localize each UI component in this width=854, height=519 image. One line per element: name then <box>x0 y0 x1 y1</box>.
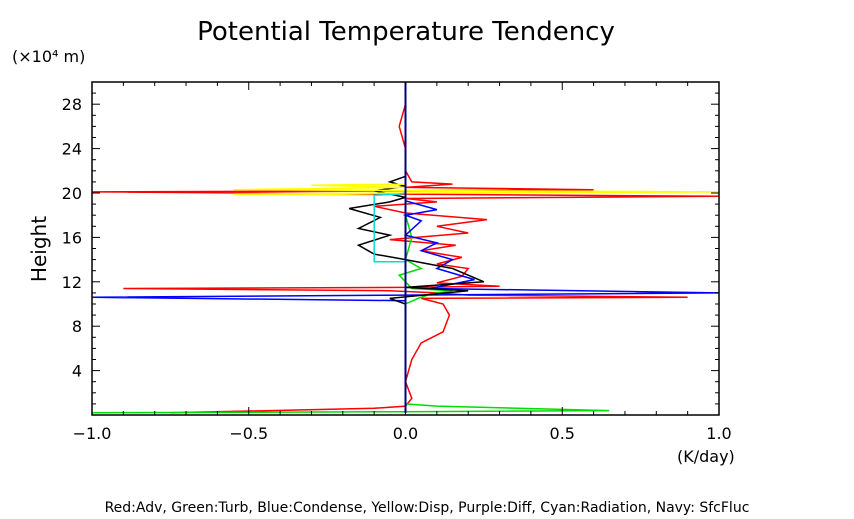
x-tick-label: 0.0 <box>393 424 418 443</box>
chart-title: Potential Temperature Tendency <box>197 17 615 47</box>
y-tick-label: 4 <box>72 362 82 381</box>
y-tick-label: 12 <box>62 273 82 292</box>
y-unit-label: (×10⁴ m) <box>12 47 85 66</box>
plot-area: −1.0 −0.5 0.0 0.5 1.0 4 8 12 16 20 24 28 <box>62 81 732 443</box>
y-tick-label: 28 <box>62 95 82 114</box>
series-line-total <box>348 82 485 413</box>
series-line-disp <box>233 82 719 196</box>
x-unit-label: (K/day) <box>677 447 735 466</box>
y-axis-label: Height <box>27 216 51 282</box>
y-tick-label: 20 <box>62 184 82 203</box>
legend-text: Red:Adv, Green:Turb, Blue:Condense, Yell… <box>105 500 750 516</box>
series-line-radiation <box>373 192 406 263</box>
y-tick-label: 24 <box>62 140 82 159</box>
x-tick-label: 0.5 <box>550 424 575 443</box>
series-line-adv <box>92 84 719 414</box>
y-tick-label: 8 <box>72 317 82 336</box>
x-tick-label: 1.0 <box>706 424 731 443</box>
x-tick-label: −1.0 <box>73 424 112 443</box>
series-line-condense <box>92 193 719 413</box>
series-line-turb <box>92 170 610 414</box>
x-tick-label: −0.5 <box>229 424 268 443</box>
y-tick-label: 16 <box>62 228 82 247</box>
